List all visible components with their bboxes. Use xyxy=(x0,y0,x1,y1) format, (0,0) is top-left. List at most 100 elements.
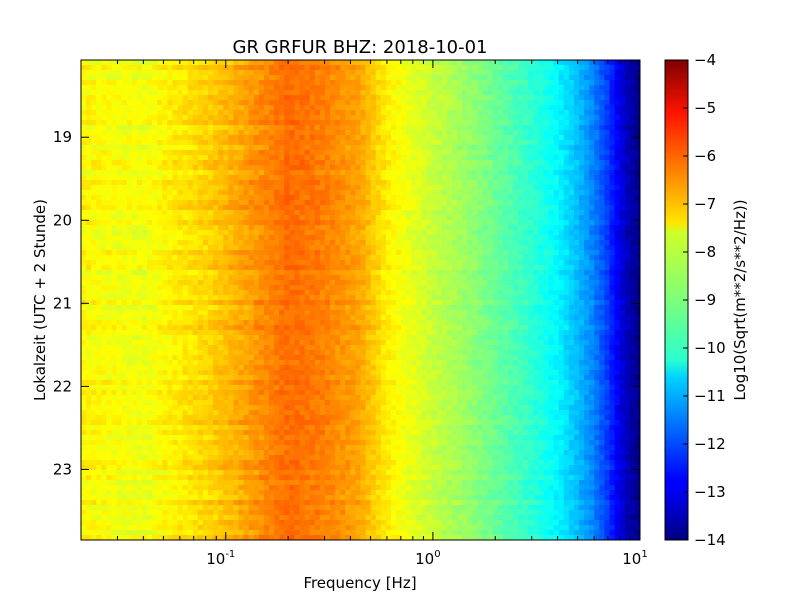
heatmap-cell xyxy=(299,245,306,251)
heatmap-cell xyxy=(208,460,214,466)
heatmap-cell xyxy=(197,370,204,376)
heatmap-cell xyxy=(294,180,301,186)
heatmap-cell xyxy=(202,225,209,231)
heatmap-cell xyxy=(121,75,128,81)
heatmap-cell xyxy=(106,170,113,176)
heatmap-cell xyxy=(269,435,275,441)
heatmap-cell xyxy=(243,120,250,126)
heatmap-cell xyxy=(274,155,280,161)
heatmap-cell xyxy=(248,320,255,326)
heatmap-cell xyxy=(208,325,214,331)
heatmap-cell xyxy=(177,110,184,116)
heatmap-cell xyxy=(258,270,265,276)
heatmap-cell xyxy=(263,410,270,416)
heatmap-cell xyxy=(248,80,255,86)
heatmap-cell xyxy=(263,230,270,236)
heatmap-cell xyxy=(309,60,316,66)
heatmap-cell xyxy=(116,455,123,461)
heatmap-cell xyxy=(182,315,189,321)
heatmap-cell xyxy=(86,315,92,321)
heatmap-cell xyxy=(131,135,138,141)
heatmap-cell xyxy=(289,185,296,191)
heatmap-cell xyxy=(111,330,118,336)
heatmap-cell xyxy=(202,525,209,531)
heatmap-cell xyxy=(162,450,168,456)
heatmap-cell xyxy=(96,520,102,526)
heatmap-cell xyxy=(202,410,209,416)
heatmap-cell xyxy=(202,95,209,101)
heatmap-cell xyxy=(340,520,346,526)
heatmap-cell xyxy=(294,530,301,536)
heatmap-cell xyxy=(136,195,143,201)
heatmap-cell xyxy=(233,390,240,396)
heatmap-cell xyxy=(274,340,280,346)
heatmap-cell xyxy=(304,520,311,526)
heatmap-cell xyxy=(309,460,316,466)
heatmap-cell xyxy=(289,515,296,521)
heatmap-cell xyxy=(182,465,189,471)
heatmap-cell xyxy=(147,455,153,461)
heatmap-cell xyxy=(335,535,341,540)
heatmap-cell xyxy=(141,145,148,151)
heatmap-cell xyxy=(258,345,265,351)
heatmap-cell xyxy=(258,525,265,531)
heatmap-cell xyxy=(213,495,219,501)
heatmap-cell xyxy=(314,305,321,311)
heatmap-cell xyxy=(335,270,341,276)
heatmap-cell xyxy=(279,100,285,106)
heatmap-cell xyxy=(248,115,255,121)
heatmap-cell xyxy=(121,105,128,111)
heatmap-cell xyxy=(152,505,158,511)
heatmap-cell xyxy=(192,385,199,391)
heatmap-cell xyxy=(111,505,118,511)
heatmap-cell xyxy=(243,295,250,301)
heatmap-cell xyxy=(223,405,229,411)
heatmap-cell xyxy=(253,185,260,191)
heatmap-cell xyxy=(172,370,179,376)
heatmap-cell xyxy=(258,445,265,451)
heatmap-cell xyxy=(223,180,229,186)
heatmap-cell xyxy=(213,465,219,471)
heatmap-cell xyxy=(106,95,113,101)
heatmap-cell xyxy=(314,520,321,526)
heatmap-cell xyxy=(330,300,336,306)
heatmap-cell xyxy=(233,185,240,191)
heatmap-cell xyxy=(319,385,326,391)
heatmap-cell xyxy=(121,260,128,266)
heatmap-cell xyxy=(330,75,336,81)
heatmap-cell xyxy=(152,225,158,231)
heatmap-cell xyxy=(284,245,290,251)
heatmap-cell xyxy=(324,170,331,176)
heatmap-cell xyxy=(263,400,270,406)
heatmap-cell xyxy=(279,285,285,291)
heatmap-cell xyxy=(330,525,336,531)
heatmap-cell xyxy=(141,355,148,361)
heatmap-cell xyxy=(106,445,113,451)
heatmap-cell xyxy=(218,175,224,181)
heatmap-cell xyxy=(136,395,143,401)
heatmap-cell xyxy=(187,190,194,196)
heatmap-cell xyxy=(131,440,138,446)
heatmap-cell xyxy=(223,170,229,176)
heatmap-cell xyxy=(223,150,229,156)
heatmap-cell xyxy=(274,110,280,116)
heatmap-cell xyxy=(248,340,255,346)
heatmap-cell xyxy=(324,470,331,476)
heatmap-cell xyxy=(218,325,224,331)
heatmap-cell xyxy=(101,410,108,416)
heatmap-cell xyxy=(228,315,235,321)
heatmap-cell xyxy=(319,90,326,96)
heatmap-cell xyxy=(131,60,138,66)
heatmap-cell xyxy=(152,240,158,246)
heatmap-cell xyxy=(182,260,189,266)
heatmap-cell xyxy=(172,65,179,71)
heatmap-cell xyxy=(269,360,275,366)
heatmap-cell xyxy=(162,505,168,511)
heatmap-cell xyxy=(284,485,290,491)
heatmap-cell xyxy=(126,405,133,411)
heatmap-cell xyxy=(284,200,290,206)
heatmap-cell xyxy=(228,385,235,391)
heatmap-cell xyxy=(121,365,128,371)
heatmap-cell xyxy=(263,495,270,501)
heatmap-cell xyxy=(218,475,224,481)
